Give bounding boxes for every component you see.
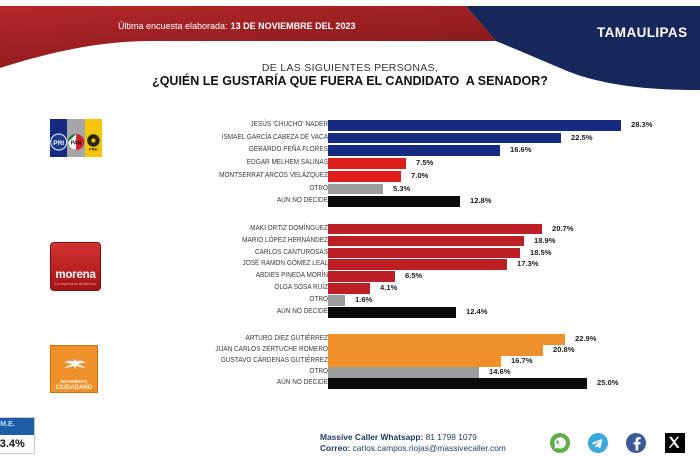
svg-text:PAN: PAN [71,141,82,147]
svg-text:PRD: PRD [89,147,98,152]
svg-text:PRI: PRI [53,140,64,147]
